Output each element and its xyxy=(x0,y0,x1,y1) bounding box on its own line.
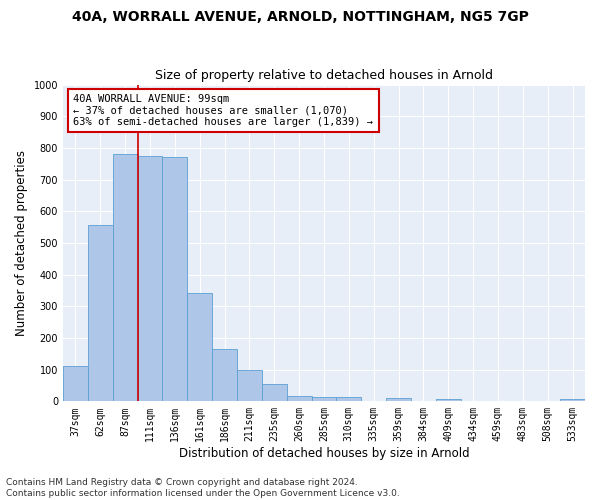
X-axis label: Distribution of detached houses by size in Arnold: Distribution of detached houses by size … xyxy=(179,447,469,460)
Text: 40A, WORRALL AVENUE, ARNOLD, NOTTINGHAM, NG5 7GP: 40A, WORRALL AVENUE, ARNOLD, NOTTINGHAM,… xyxy=(71,10,529,24)
Bar xyxy=(287,396,311,402)
Bar xyxy=(436,399,461,402)
Text: 40A WORRALL AVENUE: 99sqm
← 37% of detached houses are smaller (1,070)
63% of se: 40A WORRALL AVENUE: 99sqm ← 37% of detac… xyxy=(73,94,373,128)
Bar xyxy=(262,384,287,402)
Title: Size of property relative to detached houses in Arnold: Size of property relative to detached ho… xyxy=(155,69,493,82)
Y-axis label: Number of detached properties: Number of detached properties xyxy=(15,150,28,336)
Bar xyxy=(63,366,88,402)
Bar xyxy=(187,292,212,402)
Text: Contains HM Land Registry data © Crown copyright and database right 2024.
Contai: Contains HM Land Registry data © Crown c… xyxy=(6,478,400,498)
Bar xyxy=(137,156,163,402)
Bar xyxy=(88,225,113,402)
Bar xyxy=(163,158,187,402)
Bar xyxy=(560,399,585,402)
Bar xyxy=(237,370,262,402)
Bar xyxy=(386,398,411,402)
Bar xyxy=(113,154,137,402)
Bar xyxy=(212,349,237,402)
Bar xyxy=(337,397,361,402)
Bar xyxy=(311,396,337,402)
